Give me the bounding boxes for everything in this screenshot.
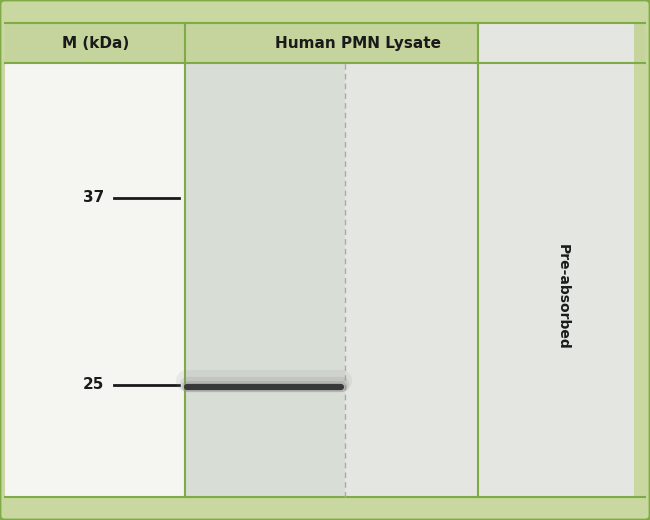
Text: M (kDa): M (kDa) — [62, 36, 129, 51]
Bar — [185, 63, 344, 497]
Bar — [344, 63, 478, 497]
Text: 37: 37 — [83, 190, 104, 205]
Text: Pre-absorbed: Pre-absorbed — [555, 243, 569, 349]
Bar — [5, 23, 185, 497]
Bar — [5, 23, 645, 63]
Bar — [478, 23, 634, 497]
Text: 25: 25 — [83, 378, 104, 392]
Text: Human PMN Lysate: Human PMN Lysate — [274, 36, 441, 51]
